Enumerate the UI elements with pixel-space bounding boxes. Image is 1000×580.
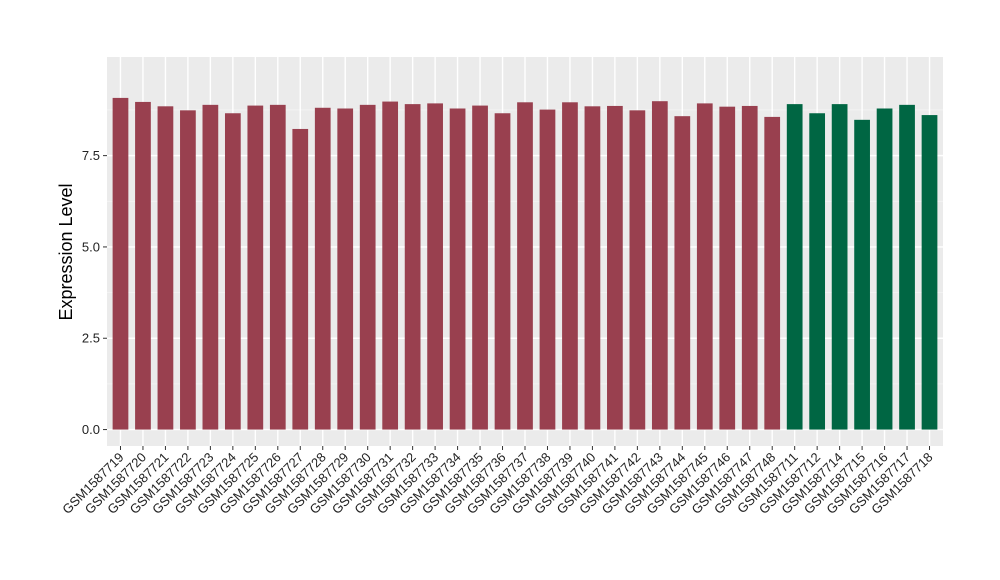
bar — [921, 115, 938, 430]
bar — [180, 110, 196, 430]
bar — [404, 104, 421, 430]
bar — [719, 106, 736, 430]
bar — [584, 106, 601, 430]
bar — [224, 113, 241, 430]
y-tick-label: 0.0 — [82, 422, 100, 437]
y-tick-label: 2.5 — [82, 331, 100, 346]
bar — [314, 107, 331, 430]
bar — [472, 105, 488, 430]
bar — [112, 97, 129, 430]
bar — [337, 108, 354, 430]
bar — [449, 108, 466, 430]
bar — [517, 102, 533, 430]
bar — [696, 103, 713, 430]
bars — [112, 97, 938, 430]
bar — [786, 104, 803, 430]
bar — [539, 109, 556, 430]
bar — [809, 113, 826, 430]
x-axis: GSM1587719GSM1587720GSM1587721GSM1587722… — [59, 446, 936, 517]
bar — [764, 116, 781, 430]
bar — [831, 104, 848, 430]
bar — [292, 128, 309, 430]
bar — [157, 106, 174, 430]
bar — [876, 108, 893, 430]
bar — [741, 105, 758, 430]
bar — [899, 104, 915, 430]
y-tick-label: 5.0 — [82, 239, 100, 254]
y-axis: 0.0 2.5 5.0 7.5 — [82, 148, 107, 437]
bar — [494, 113, 511, 430]
bar — [359, 104, 376, 430]
bar — [854, 119, 870, 430]
bar — [651, 101, 668, 430]
bar — [674, 116, 691, 430]
bar — [135, 101, 151, 430]
y-tick-label: 7.5 — [82, 148, 100, 163]
bar — [382, 101, 399, 430]
bar — [269, 104, 286, 430]
bar — [427, 103, 443, 430]
bar — [247, 105, 264, 430]
bar — [562, 102, 578, 430]
y-axis-title: Expression Level — [56, 183, 76, 320]
bar — [629, 110, 646, 430]
bar — [202, 104, 219, 430]
bar — [607, 105, 623, 430]
